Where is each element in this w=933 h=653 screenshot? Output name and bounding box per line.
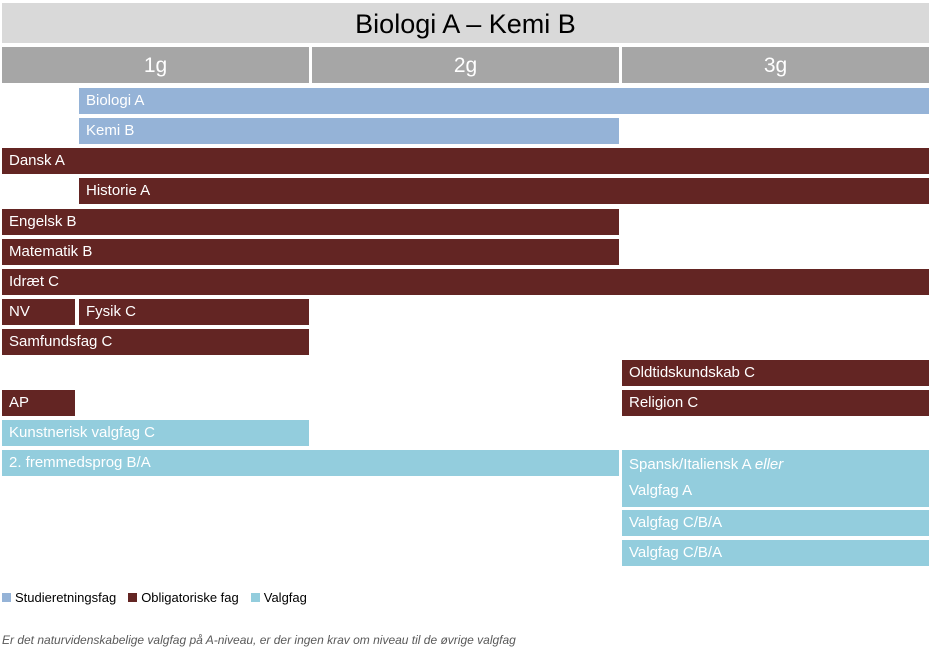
legend-swatch-cyan: [250, 592, 260, 602]
spansk-line-1: Spansk/Italiensk A eller: [629, 452, 929, 478]
bar-historie-a: Historie A: [79, 178, 929, 204]
footnote: Er det naturvidenskabelige valgfag på A-…: [2, 633, 516, 647]
bar-spansk-italiensk: Spansk/Italiensk A eller Valgfag A: [622, 450, 929, 507]
spansk-eller: eller: [754, 456, 784, 473]
bar-dansk-a: Dansk A: [2, 148, 929, 174]
legend-item-obligatoriske-fag: Obligatoriske fag: [128, 590, 239, 605]
legend-swatch-red: [128, 592, 138, 602]
spansk-label: Spansk/Italiensk A: [629, 456, 751, 473]
year-header-3g: 3g: [622, 47, 929, 83]
diagram-title: Biologi A – Kemi B: [2, 3, 929, 43]
legend-swatch-blue: [2, 592, 11, 602]
year-header-1g: 1g: [2, 47, 309, 83]
bar-valgfag-cba-1: Valgfag C/B/A: [622, 510, 929, 536]
bar-religion-c: Religion C: [622, 390, 929, 416]
legend-label: Valgfag: [263, 589, 307, 605]
spansk-line-2: Valgfag A: [629, 482, 693, 499]
bar-fysik-c: Fysik C: [79, 299, 309, 325]
bar-oldtidskundskab-c: Oldtidskundskab C: [622, 360, 929, 386]
legend-item-valgfag: Valgfag: [250, 589, 307, 605]
bar-idraet-c: Idræt C: [2, 269, 929, 295]
bar-valgfag-cba-2: Valgfag C/B/A: [622, 540, 929, 566]
legend-label: Studieretningsfag: [15, 589, 117, 605]
bar-biologi-a: Biologi A: [79, 88, 929, 114]
bar-kemi-b: Kemi B: [79, 118, 619, 144]
bar-ap: AP: [2, 390, 75, 416]
bar-samfundsfag-c: Samfundsfag C: [2, 329, 309, 355]
bar-matematik-b: Matematik B: [2, 239, 619, 265]
bar-kunstnerisk-valgfag-c: Kunstnerisk valgfag C: [2, 420, 309, 446]
legend: Studieretningsfag Obligatoriske fag Valg…: [2, 589, 319, 605]
bar-nv: NV: [2, 299, 75, 325]
legend-item-studieretningsfag: Studieretningsfag: [2, 590, 116, 605]
bar-2-fremmedsprog: 2. fremmedsprog B/A: [2, 450, 619, 476]
bar-engelsk-b: Engelsk B: [2, 209, 619, 235]
year-header-2g: 2g: [312, 47, 619, 83]
legend-label: Obligatoriske fag: [141, 589, 239, 605]
